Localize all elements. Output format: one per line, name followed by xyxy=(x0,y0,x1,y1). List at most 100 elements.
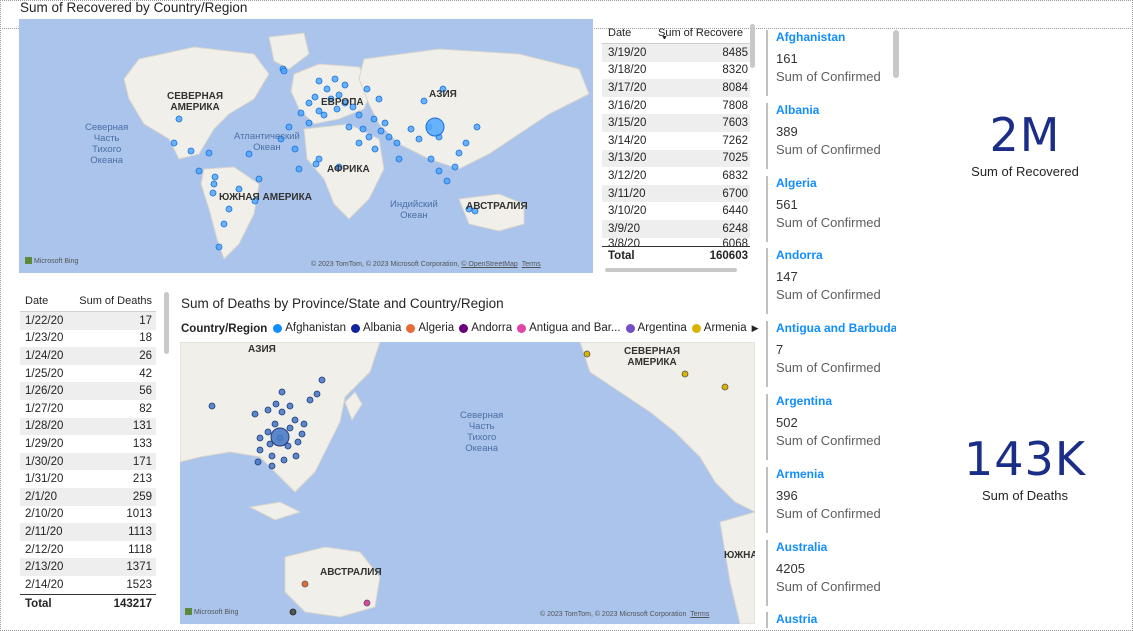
deaths-total-value: 143217 xyxy=(113,598,152,610)
card-label: Sum of Confirmed xyxy=(776,141,881,157)
col-date-deaths[interactable]: Date xyxy=(25,294,49,307)
kpi-deaths-card: 143K Sum of Deaths xyxy=(940,432,1110,503)
table-row[interactable]: 1/25/20 42 xyxy=(20,365,156,383)
deaths-map-legend: Country/Region Afghanistan Albania Algeria… xyxy=(181,322,759,336)
deaths-map-canvas xyxy=(180,342,755,624)
confirmed-card-item[interactable]: Algeria 561 Sum of Confirmed xyxy=(766,175,896,242)
card-label: Sum of Confirmed xyxy=(776,578,881,594)
table-row[interactable]: 2/10/20 1013 xyxy=(20,506,156,524)
col-date[interactable]: Date xyxy=(608,26,632,39)
table-row[interactable]: 3/18/20 8320 xyxy=(602,62,750,80)
date-cell: 1/22/20 xyxy=(25,314,64,327)
legend-item[interactable]: Armenia xyxy=(691,322,747,334)
legend-item[interactable]: Afghanistan xyxy=(273,322,346,334)
card-label: Sum of Confirmed xyxy=(776,287,881,303)
table-row[interactable]: 2/12/20 1118 xyxy=(20,541,156,559)
table-row[interactable]: 3/15/20 7603 xyxy=(602,114,750,132)
table-row[interactable]: 1/31/20 213 xyxy=(20,470,156,488)
col-sum-recovered[interactable]: Sum of Recovere ▼ xyxy=(658,27,750,39)
table-row[interactable]: 3/14/20 7262 xyxy=(602,132,750,150)
recovered-table[interactable]: Date Sum of Recovere ▼ 3/19/20 8485 3/18/2… xyxy=(602,22,750,266)
table-row[interactable]: 3/11/20 6700 xyxy=(602,184,750,203)
legend-label: Andorra xyxy=(471,322,513,334)
value-cell: 6700 xyxy=(722,187,748,200)
confirmed-card-item[interactable]: Armenia 396 Sum of Confirmed xyxy=(766,466,896,533)
date-cell: 1/29/20 xyxy=(25,437,64,450)
osm-link[interactable]: © OpenStreetMap xyxy=(461,261,518,268)
recovered-map-title: Sum of Recovered by Country/Region xyxy=(20,0,248,15)
value-cell: 6440 xyxy=(722,205,748,218)
deaths-terms-link[interactable]: Terms xyxy=(690,611,710,618)
date-cell: 2/1/20 xyxy=(25,490,57,503)
deaths-bing-text: Microsoft Bing xyxy=(194,609,239,616)
legend-dot-icon xyxy=(517,323,527,333)
value-cell: 1113 xyxy=(128,525,152,538)
legend-item[interactable]: Argentina xyxy=(625,322,687,334)
table-row[interactable]: 3/8/20 6068 xyxy=(602,238,750,246)
date-cell: 1/26/20 xyxy=(25,385,64,398)
table-row[interactable]: 2/13/20 1371 xyxy=(20,558,156,576)
legend-item[interactable]: Albania xyxy=(351,322,401,334)
value-cell: 171 xyxy=(132,455,152,468)
legend-item[interactable]: Antigua and Bar... xyxy=(517,322,621,334)
table-row[interactable]: 2/1/20 259 xyxy=(20,487,156,506)
kpi-deaths-label: Sum of Deaths xyxy=(982,488,1068,503)
date-cell: 2/12/20 xyxy=(25,543,64,556)
table-row[interactable]: 1/22/20 17 xyxy=(20,312,156,330)
legend-next-icon[interactable]: ▶ xyxy=(751,323,759,334)
table-row[interactable]: 1/29/20 133 xyxy=(20,435,156,453)
confirmed-card-item[interactable]: Andorra 147 Sum of Confirmed xyxy=(766,248,896,315)
date-cell: 1/27/20 xyxy=(25,402,64,415)
table-row[interactable]: 1/23/20 18 xyxy=(20,330,156,348)
legend-item[interactable]: Andorra xyxy=(459,322,512,334)
card-label: Sum of Confirmed xyxy=(776,214,881,230)
table-row[interactable]: 1/28/20 131 xyxy=(20,417,156,436)
confirmed-card-item[interactable]: Argentina 502 Sum of Confirmed xyxy=(766,394,896,460)
confirmed-card-item[interactable]: Austria xyxy=(766,612,896,628)
recovered-map[interactable]: СЕВЕРНАЯ АМЕРИКА ЕВРОПА АЗИЯ АФРИКА ЮЖНА… xyxy=(19,19,593,273)
legend-dot-icon xyxy=(625,323,635,333)
date-cell: 1/25/20 xyxy=(25,367,64,380)
confirmed-card-item[interactable]: Australia 4205 Sum of Confirmed xyxy=(766,539,896,606)
table-row[interactable]: 3/17/20 8084 xyxy=(602,79,750,97)
card-country: Australia xyxy=(776,539,828,554)
date-cell: 2/10/20 xyxy=(25,508,64,521)
legend-label: Argentina xyxy=(637,322,687,334)
table-row[interactable]: 3/12/20 6832 xyxy=(602,167,750,185)
value-cell: 7603 xyxy=(722,117,748,130)
total-label: Total xyxy=(608,250,635,263)
table-row[interactable]: 3/19/20 8485 xyxy=(602,44,750,62)
confirmed-card-item[interactable]: Antigua and Barbuda 7 Sum of Confirmed xyxy=(766,321,896,388)
terms-link[interactable]: Terms xyxy=(521,261,541,268)
table-row[interactable]: 3/9/20 6248 xyxy=(602,219,750,238)
table-row[interactable]: 3/10/20 6440 xyxy=(602,202,750,220)
deaths-table[interactable]: Date Sum of Deaths 1/22/20 17 1/23/20 18 1/2… xyxy=(20,290,156,614)
table-row[interactable]: 1/27/20 82 xyxy=(20,400,156,418)
table-row[interactable]: 1/24/20 26 xyxy=(20,347,156,365)
col-sum-deaths[interactable]: Sum of Deaths xyxy=(79,294,152,307)
recovered-table-scrollbar[interactable] xyxy=(750,24,755,68)
table-row[interactable]: 1/26/20 56 xyxy=(20,382,156,400)
recovered-table-hscrollbar[interactable] xyxy=(605,268,737,272)
legend-item[interactable]: Algeria xyxy=(406,322,454,334)
card-value: 7 xyxy=(776,342,784,358)
date-cell: 3/12/20 xyxy=(608,169,647,182)
confirmed-card-list[interactable]: Afghanistan 161 Sum of Confirmed Albania 389… xyxy=(766,30,896,628)
table-row[interactable]: 3/13/20 7025 xyxy=(602,149,750,168)
deaths-table-scrollbar[interactable] xyxy=(164,292,169,354)
table-row[interactable]: 2/11/20 1113 xyxy=(20,523,156,541)
kpi-recovered-value: 2M xyxy=(989,108,1061,162)
card-label: Sum of Confirmed xyxy=(776,505,881,521)
label-africa: АФРИКА xyxy=(327,164,370,175)
bing-icon xyxy=(25,257,32,264)
deaths-bing-icon xyxy=(185,608,192,615)
confirmed-card-item[interactable]: Afghanistan 161 Sum of Confirmed xyxy=(766,30,896,96)
card-value: 502 xyxy=(776,415,798,430)
table-row[interactable]: 1/30/20 171 xyxy=(20,452,156,471)
table-row[interactable]: 2/14/20 1523 xyxy=(20,576,156,594)
confirmed-card-item[interactable]: Albania 389 Sum of Confirmed xyxy=(766,102,896,169)
deaths-map[interactable]: АЗИЯ СЕВЕРНАЯ АМЕРИКА Северная Часть Тих… xyxy=(180,342,755,624)
value-cell: 1523 xyxy=(126,578,152,591)
card-list-scrollbar[interactable] xyxy=(893,30,899,78)
table-row[interactable]: 3/16/20 7808 xyxy=(602,97,750,115)
